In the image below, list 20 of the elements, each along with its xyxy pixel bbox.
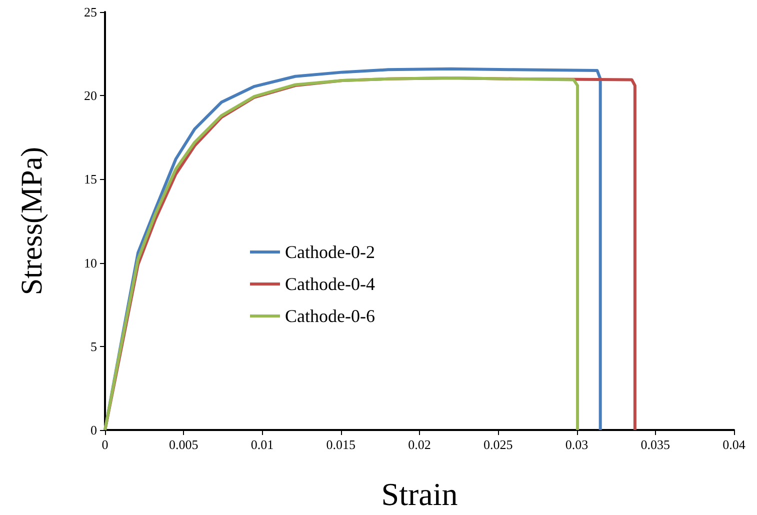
x-tick-label: 0.015	[326, 437, 356, 452]
x-tick-label: 0.025	[484, 437, 513, 452]
x-tick-label: 0.03	[565, 437, 588, 452]
y-tick-label: 25	[84, 4, 97, 20]
legend-label: Cathode-0-6	[285, 306, 375, 326]
y-tick-label: 15	[84, 172, 97, 187]
y-axis-title: Stress(MPa)	[16, 146, 48, 296]
x-tick-label: 0.04	[722, 437, 746, 452]
x-tick-label: 0.005	[169, 437, 198, 452]
x-tick-label: 0.035	[640, 437, 670, 452]
y-tick-label: 0	[90, 422, 97, 438]
x-tick-label: 0.02	[408, 437, 431, 452]
legend-label: Cathode-0-2	[285, 242, 375, 262]
y-tick-label: 10	[84, 255, 97, 270]
x-tick-label: 0.01	[250, 437, 274, 452]
y-tick-label: 5	[90, 338, 97, 354]
legend-label: Cathode-0-4	[285, 274, 375, 294]
y-tick-label: 20	[84, 88, 97, 104]
x-tick-label: 0	[102, 437, 108, 452]
x-axis-title: Strain	[381, 476, 458, 512]
